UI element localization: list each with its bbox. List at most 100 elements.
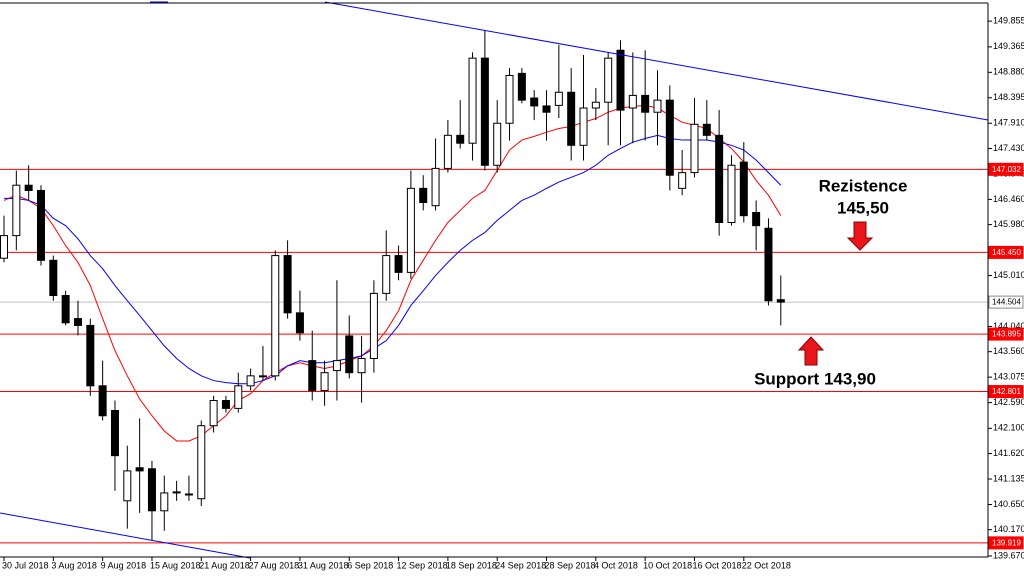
y-tick-label: 146.460: [993, 194, 1024, 204]
y-tick-label: 148.395: [993, 92, 1024, 102]
x-tick-label: 16 Oct 2018: [692, 560, 741, 570]
candle-body: [184, 493, 193, 496]
candle-body: [295, 312, 304, 334]
candle-body: [61, 294, 70, 324]
candle-body: [530, 97, 539, 107]
candle-body: [36, 189, 45, 261]
candle-body: [715, 134, 724, 223]
candle-body: [776, 299, 785, 303]
candle-body: [493, 122, 502, 166]
y-tick-label: 145.010: [993, 270, 1024, 280]
x-tick-label: 15 Aug 2018: [150, 560, 201, 570]
y-tick-label: 143.560: [993, 346, 1024, 356]
candle-body: [49, 259, 58, 296]
candle-body: [567, 91, 576, 146]
candle-body: [209, 400, 218, 427]
candle-body: [172, 491, 181, 494]
candle-body: [394, 255, 403, 273]
candle-body: [752, 212, 761, 227]
y-tick-label: 140.170: [993, 524, 1024, 534]
candle-body: [283, 255, 292, 314]
x-tick-label: 24 Sep 2018: [495, 560, 546, 570]
plot-layer: [0, 30, 988, 544]
x-tick-label: 18 Sep 2018: [446, 560, 497, 570]
candle-body: [554, 91, 563, 106]
candle-body: [727, 164, 736, 223]
candle-body: [135, 467, 144, 472]
candle-body: [653, 99, 662, 113]
candle-body: [234, 385, 243, 409]
x-tick-label: 21 Aug 2018: [199, 560, 250, 570]
y-tick-label: 147.430: [993, 143, 1024, 153]
candle-body: [345, 335, 354, 374]
candle-body: [0, 235, 8, 259]
candle-body: [246, 375, 255, 387]
candle-body: [443, 134, 452, 169]
candle-body: [579, 107, 588, 146]
x-tick-label: 6 Sep 2018: [347, 560, 393, 570]
candle-body: [702, 123, 711, 136]
arrow-up: [797, 336, 825, 366]
candle-body: [517, 72, 526, 101]
x-tick-label: 9 Aug 2018: [101, 560, 147, 570]
level-label-box: [988, 536, 1024, 550]
candle-body: [308, 360, 317, 392]
candle-body: [221, 400, 230, 409]
y-tick-label: 141.620: [993, 448, 1024, 458]
candle-body: [739, 161, 748, 217]
candle-body: [468, 57, 477, 144]
level-label-box: [988, 162, 1024, 176]
x-tick-label: 10 Oct 2018: [643, 560, 692, 570]
candle-body: [123, 470, 132, 502]
candle-body: [73, 318, 82, 326]
trend-line: [0, 512, 251, 559]
candle-body: [542, 105, 551, 113]
trend-line: [324, 1, 989, 121]
candle-body: [406, 187, 415, 273]
y-tick-label: 145.980: [993, 219, 1024, 229]
x-tick-label: 27 Aug 2018: [249, 560, 300, 570]
annotation: 145,50: [837, 198, 889, 217]
y-tick-label: 149.855: [993, 15, 1024, 25]
x-tick-label: 31 Aug 2018: [298, 560, 349, 570]
y-tick-label: 140.650: [993, 499, 1024, 509]
level-label: 139.919: [992, 538, 1021, 547]
ma-line: [4, 134, 782, 385]
candle-body: [24, 184, 33, 191]
candle-body: [628, 94, 637, 109]
candle-body: [369, 292, 378, 360]
candle-body: [431, 167, 440, 207]
candle-body: [419, 187, 428, 204]
level-label-box: [988, 295, 1024, 309]
candle-body: [271, 255, 280, 377]
candle-body: [197, 425, 206, 500]
x-tick-label: 28 Sep 2018: [545, 560, 596, 570]
arrow-down: [846, 221, 874, 251]
candle-body: [258, 375, 267, 378]
y-tick-label: 143.075: [993, 372, 1024, 382]
level-label: 145.450: [992, 248, 1021, 257]
candle-body: [456, 134, 465, 144]
y-tick-label: 139.670: [993, 550, 1024, 560]
y-tick-label: 141.135: [993, 473, 1024, 483]
candle-body: [110, 409, 119, 457]
y-tick-label: 142.100: [993, 423, 1024, 433]
candle-body: [505, 74, 514, 124]
candle-body: [665, 99, 674, 176]
x-tick-label: 3 Aug 2018: [51, 560, 97, 570]
candle-body: [641, 94, 650, 113]
annotation: Support 143,90: [754, 369, 876, 388]
x-tick-label: 22 Oct 2018: [742, 560, 791, 570]
candle-body: [616, 49, 625, 111]
level-label-box: [988, 245, 1024, 259]
x-tick-label: 30 Jul 2018: [2, 560, 49, 570]
level-label: 147.032: [992, 165, 1021, 174]
candle-body: [591, 101, 600, 109]
level-label: 142.801: [992, 387, 1021, 396]
candle-body: [480, 57, 489, 166]
level-label-box: [988, 385, 1024, 399]
y-tick-label: 147.910: [993, 118, 1024, 128]
candle-body: [764, 227, 773, 302]
level-label: 144.504: [992, 298, 1021, 307]
